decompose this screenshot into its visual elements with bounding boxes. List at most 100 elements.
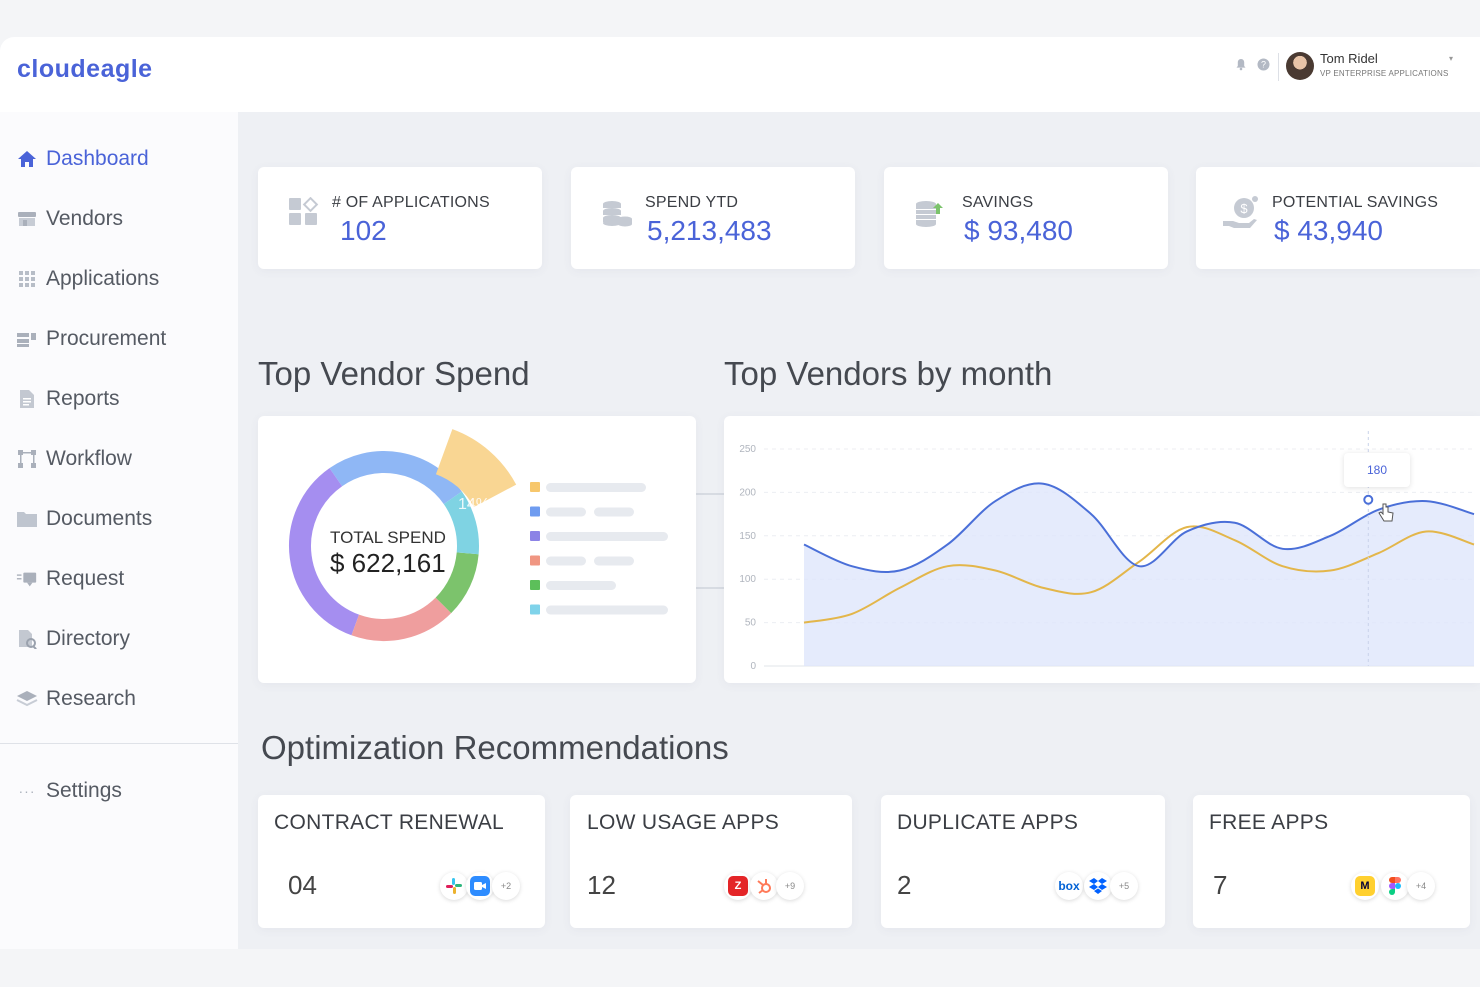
slack-icon bbox=[440, 872, 468, 900]
sidebar-item-dashboard[interactable]: Dashboard bbox=[16, 147, 149, 171]
top-bar: cloudeagle ? Tom Ridel VP ENTERPRISE APP… bbox=[0, 37, 1480, 112]
optimization-recommendations-title: Optimization Recommendations bbox=[261, 729, 729, 766]
folder-icon bbox=[16, 509, 38, 529]
sidebar-item-documents[interactable]: Documents bbox=[16, 507, 152, 531]
legend-placeholder bbox=[546, 556, 586, 566]
legend-placeholder bbox=[546, 605, 668, 615]
y-tick-label: 50 bbox=[745, 618, 757, 629]
savings-icon bbox=[914, 199, 948, 234]
kpi-label: SPEND YTD bbox=[645, 194, 739, 211]
top-vendors-by-month-title: Top Vendors by month bbox=[724, 355, 1053, 392]
legend-placeholder bbox=[546, 532, 668, 541]
layers-icon bbox=[16, 689, 38, 709]
legend-swatch bbox=[530, 482, 540, 492]
apps-icon bbox=[288, 196, 320, 232]
chart-tooltip: 180 bbox=[1344, 453, 1410, 487]
kpi-value: $ 43,940 bbox=[1274, 215, 1383, 246]
kpi-value: 102 bbox=[340, 215, 387, 246]
rec-card-title: LOW USAGE APPS bbox=[587, 811, 780, 834]
cloudeagle-logo[interactable]: cloudeagle bbox=[17, 55, 153, 83]
rec-card-duplicate-apps[interactable]: DUPLICATE APPS 2 box +5 bbox=[881, 795, 1165, 928]
chevron-down-icon[interactable]: ▾ bbox=[1449, 54, 1454, 63]
sidebar-item-label: Research bbox=[46, 687, 136, 710]
hand-coin-icon: $ bbox=[1222, 195, 1262, 236]
avatar[interactable] bbox=[1286, 52, 1314, 80]
kpi-label: SAVINGS bbox=[962, 194, 1034, 211]
series-area bbox=[804, 483, 1474, 666]
grid-icon bbox=[16, 269, 38, 289]
sidebar-item-procurement[interactable]: Procurement bbox=[16, 327, 166, 351]
sidebar-item-label: Directory bbox=[46, 627, 131, 650]
donut-highlight-percent: 14% bbox=[458, 496, 491, 513]
more-apps-badge[interactable]: +2 bbox=[492, 872, 520, 900]
donut-segment[interactable] bbox=[289, 468, 360, 636]
kpi-card-spend-ytd[interactable]: SPEND YTD 5,213,483 bbox=[571, 167, 855, 269]
hubspot-icon bbox=[750, 872, 778, 900]
more-apps-badge[interactable]: +9 bbox=[776, 872, 804, 900]
sidebar-item-vendors[interactable]: Vendors bbox=[16, 207, 123, 231]
bell-icon[interactable] bbox=[1234, 58, 1248, 72]
rec-card-free-apps[interactable]: FREE APPS 7 M +4 bbox=[1193, 795, 1470, 928]
app-window: cloudeagle ? Tom Ridel VP ENTERPRISE APP… bbox=[0, 37, 1480, 949]
kpi-label: # OF APPLICATIONS bbox=[332, 194, 490, 211]
box-icon: box bbox=[1055, 872, 1083, 900]
sidebar-item-request[interactable]: Request bbox=[16, 567, 124, 591]
figma-icon bbox=[1381, 872, 1409, 900]
connector-line bbox=[696, 493, 724, 495]
sidebar: Dashboard Vendors Applications Procureme… bbox=[0, 112, 238, 949]
zoom-icon bbox=[466, 872, 494, 900]
donut-segment[interactable] bbox=[329, 451, 462, 505]
kpi-card-savings[interactable]: SAVINGS $ 93,480 bbox=[884, 167, 1168, 269]
kpi-card-potential-savings[interactable]: $ POTENTIAL SAVINGS $ 43,940 bbox=[1196, 167, 1480, 269]
help-icon[interactable]: ? bbox=[1256, 58, 1270, 72]
y-tick-label: 150 bbox=[739, 531, 756, 542]
legend-swatch bbox=[530, 580, 540, 590]
sidebar-divider bbox=[0, 743, 238, 744]
sidebar-item-research[interactable]: Research bbox=[16, 687, 136, 711]
hover-point[interactable] bbox=[1363, 494, 1374, 505]
sidebar-item-settings[interactable]: ··· Settings bbox=[16, 779, 122, 803]
sidebar-item-workflow[interactable]: Workflow bbox=[16, 447, 132, 471]
topbar-divider bbox=[1278, 53, 1279, 81]
connector-line bbox=[696, 587, 724, 589]
donut-segment-highlighted[interactable] bbox=[435, 429, 517, 508]
series-line[interactable] bbox=[803, 525, 1475, 624]
legend-placeholder bbox=[546, 507, 586, 517]
legend-placeholder bbox=[594, 507, 634, 517]
series-line[interactable] bbox=[803, 482, 1475, 573]
miro-icon: M bbox=[1351, 872, 1379, 900]
svg-text:$: $ bbox=[1240, 201, 1248, 216]
more-apps-badge[interactable]: +4 bbox=[1407, 872, 1435, 900]
sidebar-item-applications[interactable]: Applications bbox=[16, 267, 159, 291]
procurement-icon bbox=[16, 329, 38, 349]
y-tick-label: 250 bbox=[739, 444, 756, 455]
legend-swatch bbox=[530, 506, 540, 517]
sidebar-item-label: Settings bbox=[46, 779, 122, 802]
legend-swatch bbox=[530, 555, 540, 566]
coins-icon bbox=[601, 199, 633, 234]
top-vendors-by-month-card: 0 50 100 150 200 250 180 bbox=[724, 416, 1480, 683]
donut-segment[interactable] bbox=[351, 597, 452, 641]
sidebar-item-reports[interactable]: Reports bbox=[16, 387, 120, 411]
workflow-icon bbox=[16, 449, 38, 469]
donut-segment[interactable] bbox=[443, 491, 479, 555]
user-role: VP ENTERPRISE APPLICATIONS bbox=[1320, 69, 1449, 78]
sidebar-item-label: Reports bbox=[46, 387, 120, 410]
sidebar-item-directory[interactable]: Directory bbox=[16, 627, 130, 651]
sidebar-item-label: Vendors bbox=[46, 207, 124, 230]
sidebar-item-label: Procurement bbox=[46, 327, 167, 350]
rec-card-count: 12 bbox=[587, 870, 616, 900]
more-apps-badge[interactable]: +5 bbox=[1110, 872, 1138, 900]
rec-card-low-usage-apps[interactable]: LOW USAGE APPS 12 Z +9 bbox=[570, 795, 852, 928]
kpi-card-applications[interactable]: # OF APPLICATIONS 102 bbox=[258, 167, 542, 269]
donut-segment[interactable] bbox=[435, 551, 479, 614]
user-name[interactable]: Tom Ridel bbox=[1320, 51, 1378, 66]
rec-card-title: CONTRACT RENEWAL bbox=[274, 811, 504, 834]
y-tick-label: 200 bbox=[739, 487, 756, 498]
directory-icon bbox=[16, 629, 38, 649]
report-icon bbox=[16, 389, 38, 409]
kpi-label: POTENTIAL SAVINGS bbox=[1272, 194, 1439, 211]
rec-card-contract-renewal[interactable]: CONTRACT RENEWAL 04 +2 bbox=[258, 795, 545, 928]
request-icon bbox=[16, 569, 38, 589]
total-spend-label: TOTAL SPEND bbox=[330, 528, 446, 547]
